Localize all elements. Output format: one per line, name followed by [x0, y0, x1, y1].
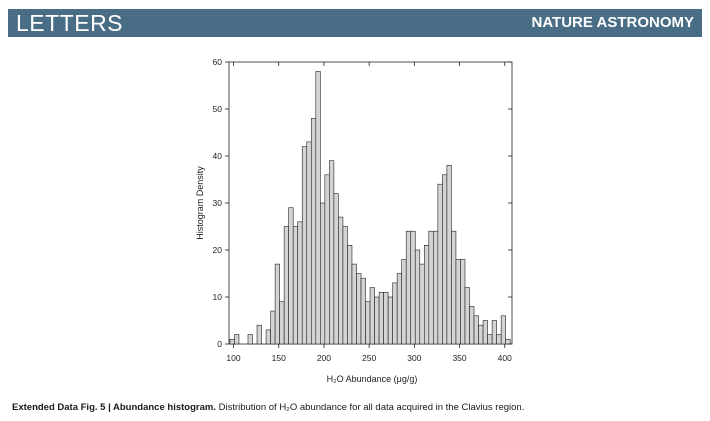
x-tick-label: 150: [272, 353, 286, 363]
histogram-bar: [405, 230, 412, 345]
y-tick-label: 60: [213, 57, 223, 67]
histogram-bar: [446, 165, 452, 345]
histogram-bar: [378, 291, 384, 345]
histogram-bar: [442, 174, 448, 345]
histogram-bar: [396, 273, 402, 345]
x-tick-label: 250: [362, 353, 376, 363]
histogram-bar: [315, 71, 321, 345]
x-tick-label: 400: [498, 353, 512, 363]
section-title: LETTERS: [16, 10, 124, 36]
histogram-bar: [451, 230, 457, 345]
histogram-bar: [347, 245, 353, 345]
histogram-bar: [473, 315, 479, 345]
histogram-bar: [365, 301, 371, 345]
histogram-bar: [505, 338, 511, 345]
histogram-bar: [288, 207, 294, 345]
histogram-bar: [256, 324, 262, 345]
histogram-bar: [410, 230, 416, 345]
histogram-bar: [419, 263, 425, 345]
y-tick-label: 30: [213, 198, 223, 208]
histogram-bar: [351, 263, 357, 345]
histogram-bar: [265, 329, 271, 345]
x-tick-label: 300: [407, 353, 421, 363]
histogram-bar: [338, 216, 344, 345]
histogram-bar: [387, 296, 393, 345]
caption-lead: Extended Data Fig. 5 | Abundance histogr…: [12, 402, 216, 413]
y-tick-label: 0: [217, 339, 222, 349]
histogram-bar: [301, 146, 308, 345]
caption-text: Distribution of H₂O abundance for all da…: [215, 402, 525, 413]
histogram-bar: [423, 245, 430, 345]
histogram-bar: [482, 320, 488, 345]
histogram-bar: [437, 183, 443, 345]
header-bar: LETTERS NATURE ASTRONOMY: [8, 9, 702, 37]
x-tick-label: 200: [317, 353, 331, 363]
histogram-bar: [270, 310, 276, 345]
histogram-bar: [401, 259, 407, 345]
histogram-bars: [229, 71, 511, 345]
histogram-bar: [292, 226, 299, 345]
histogram-bar: [383, 291, 389, 345]
histogram-bar: [469, 306, 475, 345]
histogram-bar: [297, 221, 303, 345]
histogram-bar: [496, 334, 502, 345]
histogram-bar: [464, 287, 470, 345]
histogram-bar: [360, 277, 366, 345]
histogram-bar: [306, 141, 312, 345]
histogram-bar: [487, 334, 493, 345]
y-axis-label: Histogram Density: [195, 166, 205, 240]
histogram-bar: [433, 230, 439, 345]
x-tick-label: 350: [452, 353, 466, 363]
histogram-bar: [247, 334, 253, 345]
histogram-bar: [333, 193, 339, 345]
x-tick-label: 100: [226, 353, 240, 363]
histogram-bar: [229, 338, 235, 345]
histogram-bar: [342, 226, 348, 345]
histogram-bar: [274, 263, 280, 345]
histogram-bar: [369, 287, 375, 345]
histogram-bar: [478, 324, 484, 345]
axes: 100 150 200 250 300 350 400 0 10 20 30 40 50 60: [213, 57, 513, 363]
histogram-bar: [320, 202, 326, 345]
x-axis-label: H₂O Abundance (μg/g): [327, 374, 418, 384]
y-tick-label: 50: [213, 104, 223, 114]
histogram-bar: [460, 259, 466, 345]
histogram-bar: [234, 334, 240, 345]
y-tick-label: 20: [213, 245, 223, 255]
y-tick-label: 10: [213, 292, 223, 302]
histogram-bar: [392, 282, 398, 345]
y-tick-label: 40: [213, 151, 223, 161]
histogram-bar: [414, 249, 421, 345]
histogram-bar: [500, 315, 506, 345]
histogram-bar: [491, 320, 497, 345]
histogram-chart: 100 150 200 250 300 350 400 0 10 20 30 40 50 60 H₂O A…: [195, 57, 513, 384]
histogram-bar: [283, 226, 289, 345]
histogram-bar: [279, 301, 285, 345]
figure-caption: Extended Data Fig. 5 | Abundance histogr…: [12, 402, 702, 413]
histogram-bar: [374, 296, 380, 345]
histogram-bar: [310, 118, 317, 345]
histogram-bar: [356, 273, 362, 345]
histogram-bar: [455, 259, 461, 345]
histogram-bar: [329, 160, 335, 345]
histogram-bar: [324, 174, 330, 345]
journal-name: NATURE ASTRONOMY: [531, 14, 695, 31]
histogram-bar: [428, 230, 434, 345]
